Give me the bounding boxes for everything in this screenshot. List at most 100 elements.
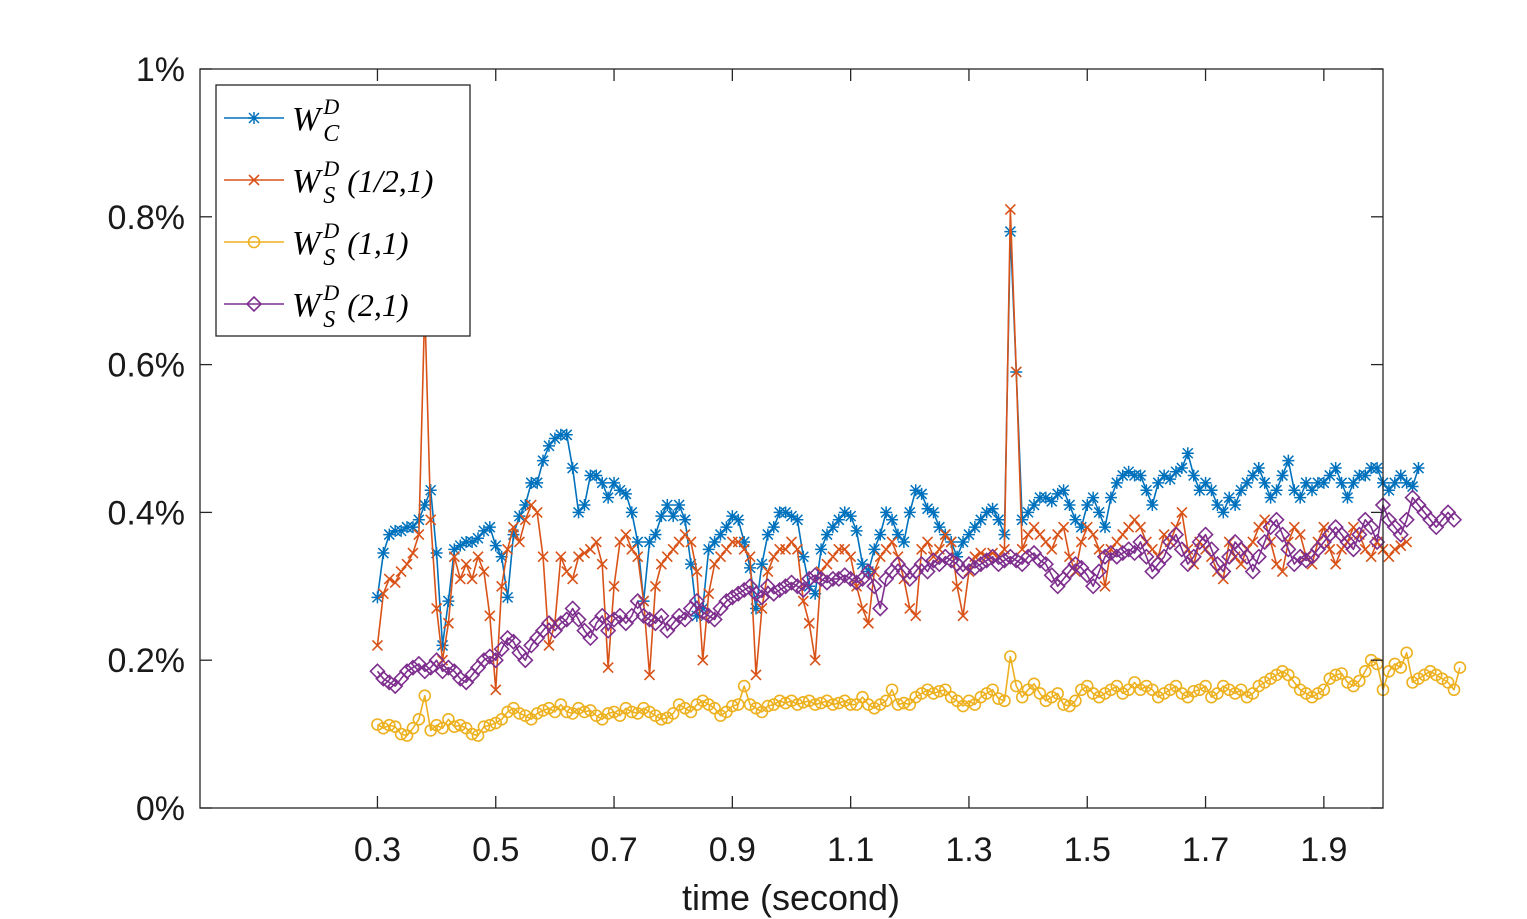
data-point: [613, 484, 626, 497]
data-point: [676, 611, 694, 628]
data-point: [558, 611, 575, 628]
data-point: [709, 558, 721, 570]
data-point: [1247, 536, 1259, 548]
data-point: [484, 610, 496, 622]
data-point: [1173, 541, 1191, 558]
data-point: [978, 552, 995, 569]
data-point: [513, 707, 526, 720]
data-point: [495, 550, 508, 563]
data-point: [826, 521, 839, 534]
data-point: [552, 615, 569, 632]
data-point: [1199, 679, 1212, 693]
data-point: [915, 487, 928, 500]
data-point: [1359, 543, 1371, 555]
data-point: [1176, 506, 1188, 518]
data-point: [731, 698, 745, 711]
data-point: [590, 469, 603, 482]
data-point: [803, 617, 815, 629]
data-point: [1347, 476, 1360, 489]
data-point: [996, 552, 1013, 569]
data-point: [1111, 536, 1123, 548]
data-point: [608, 476, 621, 489]
x-axis-label: time (second): [682, 877, 900, 918]
data-point: [773, 694, 786, 708]
data-point: [1453, 661, 1467, 674]
data-point: [1034, 529, 1046, 541]
data-point: [430, 718, 443, 732]
data-point: [986, 683, 999, 697]
data-point: [945, 536, 957, 548]
data-point: [436, 639, 449, 652]
data-point: [815, 543, 828, 556]
data-point: [750, 602, 763, 615]
data-point: [626, 543, 638, 555]
data-point: [477, 720, 491, 734]
data-point: [966, 559, 983, 576]
data-point: [768, 551, 780, 563]
data-point: [1388, 476, 1401, 489]
data-point: [436, 721, 449, 735]
data-point: [1039, 491, 1052, 504]
data-point: [1027, 677, 1041, 691]
data-point: [1317, 476, 1330, 489]
legend-marker: [248, 112, 260, 124]
data-point: [1270, 558, 1283, 570]
data-point: [909, 484, 922, 497]
data-point: [590, 536, 602, 548]
data-point: [856, 602, 869, 615]
data-point: [771, 581, 788, 599]
data-point: [530, 707, 544, 720]
data-point: [1187, 684, 1201, 698]
data-point: [625, 705, 639, 719]
data-point: [1022, 506, 1035, 519]
data-point: [791, 543, 803, 555]
data-point: [605, 611, 623, 628]
data-point: [690, 609, 703, 622]
data-point: [1406, 480, 1419, 493]
data-point: [1412, 462, 1425, 475]
data-point: [714, 528, 727, 541]
data-point: [904, 602, 916, 615]
data-point: [862, 617, 874, 629]
data-point: [1181, 447, 1194, 460]
data-point: [413, 529, 425, 541]
data-point: [1152, 476, 1165, 489]
data-point: [1016, 513, 1029, 526]
data-point: [412, 713, 426, 726]
data-point: [548, 432, 561, 445]
data-point: [425, 514, 437, 526]
data-point: [377, 588, 389, 600]
data-point: [1090, 563, 1108, 580]
data-point: [460, 558, 472, 570]
data-point: [1099, 580, 1111, 592]
data-point: [543, 639, 555, 651]
data-point: [1217, 506, 1230, 519]
series-3: [369, 489, 1463, 695]
data-point: [448, 543, 461, 556]
data-point: [962, 528, 975, 541]
data-point: [1351, 526, 1368, 543]
data-point: [808, 698, 822, 711]
data-point: [649, 528, 662, 541]
data-point: [885, 683, 899, 697]
data-point: [1187, 469, 1200, 482]
legend-box: [215, 84, 471, 337]
y-tick-label: 0%: [136, 790, 185, 828]
data-point: [697, 654, 709, 666]
data-point: [505, 633, 522, 650]
data-point: [797, 595, 809, 607]
data-point: [1193, 484, 1206, 497]
data-point: [383, 573, 395, 585]
data-point: [1323, 469, 1336, 482]
data-point: [567, 573, 579, 585]
data-point: [1345, 541, 1362, 558]
data-point: [897, 696, 911, 710]
data-point: [832, 696, 846, 710]
data-point: [1022, 529, 1034, 541]
data-point: [1382, 484, 1395, 497]
data-point: [1238, 548, 1256, 565]
data-point: [395, 565, 407, 578]
data-point: [874, 528, 887, 541]
data-point: [561, 565, 573, 578]
data-point: [679, 529, 691, 541]
